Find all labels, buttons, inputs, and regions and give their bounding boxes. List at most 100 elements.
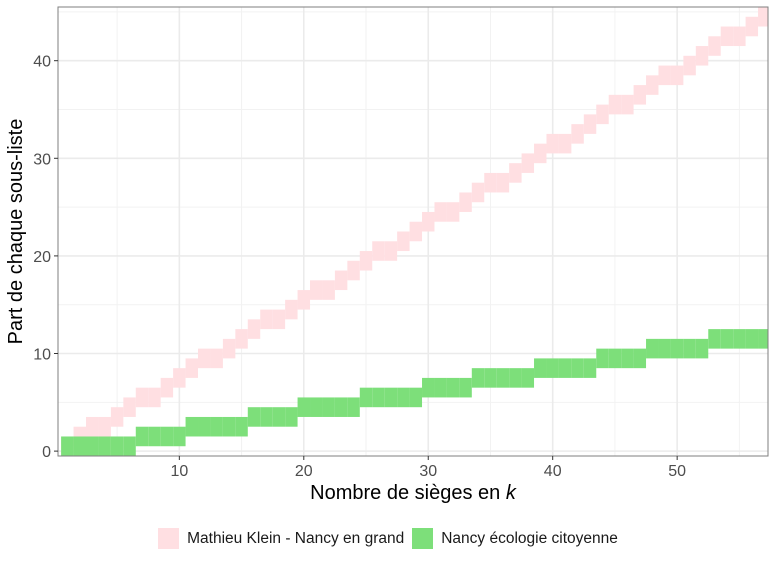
x-tick-label: 50 bbox=[668, 463, 686, 480]
axes: 10 20 30 40 50 0 10 20 30 40 bbox=[33, 54, 686, 480]
data-tile bbox=[310, 397, 323, 417]
data-tile bbox=[61, 436, 74, 456]
data-tile bbox=[571, 124, 584, 144]
data-tile bbox=[110, 436, 124, 456]
data-tile bbox=[633, 348, 647, 369]
series-group bbox=[61, 329, 768, 456]
legend-item-mathieu-klein: Mathieu Klein - Nancy en grand bbox=[158, 528, 404, 549]
data-tile bbox=[434, 202, 447, 222]
data-tile bbox=[633, 85, 647, 105]
data-tile bbox=[160, 377, 174, 398]
data-tile bbox=[359, 251, 373, 271]
data-tile bbox=[347, 397, 360, 417]
data-tile bbox=[558, 133, 572, 154]
data-tile bbox=[558, 358, 572, 378]
data-tile bbox=[534, 358, 547, 378]
data-tile bbox=[285, 407, 298, 427]
x-tick-label: 30 bbox=[419, 463, 437, 480]
data-tile bbox=[621, 94, 634, 115]
data-tile bbox=[708, 36, 721, 56]
data-tile bbox=[397, 387, 410, 408]
data-tile bbox=[459, 377, 472, 398]
data-tile bbox=[334, 397, 348, 417]
data-tile bbox=[484, 172, 497, 193]
data-tile bbox=[733, 26, 746, 47]
data-tile bbox=[546, 358, 559, 378]
data-tile bbox=[297, 397, 311, 417]
data-tile bbox=[173, 368, 186, 388]
data-tile bbox=[683, 338, 696, 359]
data-tile bbox=[745, 329, 759, 349]
data-tile bbox=[658, 65, 671, 86]
data-tile bbox=[422, 377, 435, 398]
data-tile bbox=[86, 436, 99, 456]
data-tile bbox=[596, 348, 609, 369]
data-tile bbox=[446, 377, 460, 398]
panel-border bbox=[57, 6, 769, 457]
data-tile bbox=[596, 104, 609, 125]
data-tile bbox=[235, 329, 248, 349]
data-tile bbox=[571, 358, 584, 378]
data-tile bbox=[210, 416, 223, 437]
data-tile bbox=[608, 348, 622, 369]
data-tile bbox=[123, 397, 136, 417]
data-tile bbox=[260, 407, 273, 427]
data-tile bbox=[646, 338, 659, 359]
data-tile bbox=[272, 309, 286, 330]
data-tile bbox=[247, 407, 261, 427]
data-tile bbox=[210, 348, 223, 369]
data-tile bbox=[434, 377, 447, 398]
data-tile bbox=[347, 260, 360, 281]
data-tile bbox=[198, 348, 211, 369]
data-tile bbox=[359, 387, 373, 408]
data-tile bbox=[758, 7, 768, 27]
y-axis-title: Part de chaque sous-liste bbox=[5, 119, 27, 345]
data-tile bbox=[372, 241, 385, 261]
data-tile bbox=[621, 348, 634, 369]
data-tile bbox=[496, 172, 510, 193]
series-group bbox=[61, 7, 768, 456]
data-tile bbox=[98, 436, 111, 456]
data-tile bbox=[73, 436, 87, 456]
data-tile bbox=[272, 407, 286, 427]
data-tile bbox=[670, 65, 684, 86]
x-axis-title: Nombre de sièges en k bbox=[310, 482, 517, 504]
data-tile bbox=[521, 153, 535, 173]
data-tile bbox=[670, 338, 684, 359]
data-tile bbox=[322, 397, 335, 417]
data-tile bbox=[86, 416, 99, 437]
data-tile bbox=[583, 358, 597, 378]
data-series bbox=[61, 7, 768, 456]
data-tile bbox=[658, 338, 671, 359]
data-tile bbox=[521, 368, 535, 388]
data-tile bbox=[235, 416, 248, 437]
data-tile bbox=[608, 94, 622, 115]
data-tile bbox=[720, 26, 734, 47]
data-tile bbox=[646, 75, 659, 95]
data-tile bbox=[745, 16, 759, 37]
data-tile bbox=[110, 407, 124, 427]
data-tile bbox=[222, 416, 236, 437]
legend-key-green bbox=[412, 528, 434, 549]
data-tile bbox=[322, 280, 335, 300]
data-tile bbox=[422, 211, 435, 232]
data-tile bbox=[310, 280, 323, 300]
data-tile bbox=[372, 387, 385, 408]
legend-key-pink bbox=[158, 528, 180, 549]
data-tile bbox=[509, 368, 522, 388]
data-tile bbox=[509, 163, 522, 183]
y-tick-label: 30 bbox=[33, 151, 51, 168]
data-tile bbox=[285, 299, 298, 320]
data-tile bbox=[471, 182, 485, 203]
data-tile bbox=[708, 329, 721, 349]
data-tile bbox=[148, 426, 161, 447]
data-tile bbox=[185, 416, 199, 437]
data-tile bbox=[683, 55, 696, 76]
data-tile bbox=[185, 358, 199, 378]
data-tile bbox=[135, 387, 149, 408]
chart: 10 20 30 40 50 0 10 20 30 40 Nombre de sièges en … bbox=[5, 6, 769, 504]
y-tick-label: 20 bbox=[33, 249, 51, 266]
x-tick-label: 40 bbox=[544, 463, 562, 480]
data-tile bbox=[695, 46, 709, 66]
data-tile bbox=[733, 329, 746, 349]
